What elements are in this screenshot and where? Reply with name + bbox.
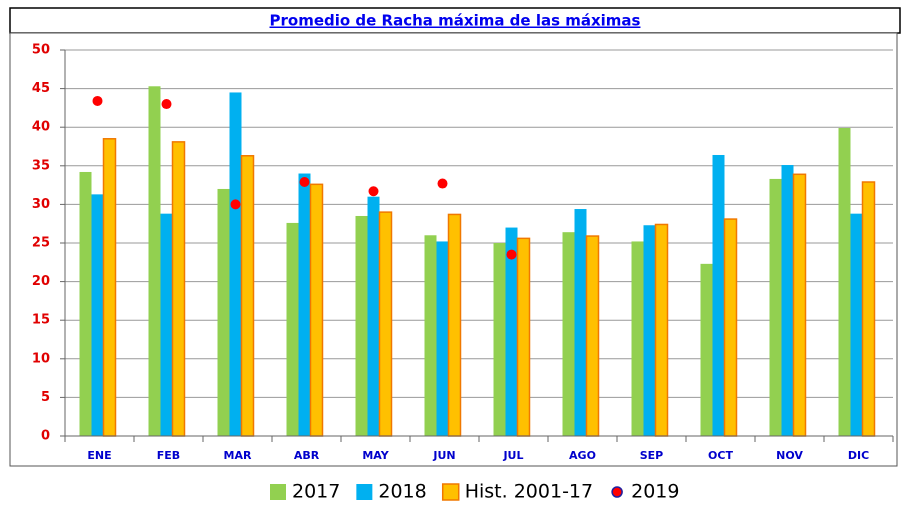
bar [367,196,380,436]
x-tick-label: ABR [294,449,320,462]
x-tick-label: FEB [157,449,180,462]
bar [79,171,92,436]
legend-label: 2018 [378,481,426,503]
legend-label: 2019 [631,481,679,503]
x-tick-label: OCT [708,449,733,462]
bar [171,141,186,437]
legend-swatch [356,484,373,500]
bar [838,127,851,437]
bar [298,173,311,436]
bar [229,92,242,437]
y-tick-label: 45 [32,81,50,96]
bar [792,173,807,437]
bar [102,138,117,437]
y-tick-label: 10 [32,351,50,366]
bar [861,181,876,437]
legend-swatch [611,486,623,498]
dot [230,199,241,210]
bar [148,86,161,436]
y-tick-label: 25 [32,236,50,251]
bar [160,213,173,436]
bar [712,154,725,436]
x-tick-label: JUL [502,449,523,462]
legend-swatch [441,483,460,501]
bar [505,227,518,436]
dot [368,186,379,197]
bar [309,183,324,437]
dot [437,178,448,189]
bar [493,243,506,436]
bar [424,235,437,436]
dot [161,99,172,110]
y-tick-label: 20 [32,274,50,289]
y-tick-label: 15 [32,313,50,328]
bar [562,232,575,436]
bar [781,165,794,436]
x-tick-label: MAR [224,449,252,462]
bar [91,194,104,436]
y-tick-label: 0 [41,429,50,444]
y-tick-label: 35 [32,158,50,173]
title-box [9,7,901,34]
bar [436,241,449,436]
bar [355,215,368,436]
bar [516,237,531,437]
dot [506,249,517,260]
bar [654,223,669,437]
x-tick-label: DIC [848,449,869,462]
bar [217,188,230,436]
chart-title: Promedio de Racha máxima de las máximas [270,12,641,30]
x-tick-label: MAY [362,449,389,462]
y-tick-label: 5 [41,390,50,405]
bar [850,213,863,436]
bar [631,241,644,436]
dot [92,95,103,106]
x-tick-label: AGO [569,449,596,462]
y-tick-label: 30 [32,197,50,212]
bar [723,218,738,437]
legend-swatch [270,484,286,500]
bar [286,222,299,436]
y-tick-label: 40 [32,120,50,135]
y-tick-label: 50 [32,43,50,58]
bar [378,211,393,437]
bar [447,213,462,437]
x-tick-label: JUN [432,449,455,462]
bar [574,209,587,436]
legend-label: 2017 [292,481,340,503]
legend-label: Hist. 2001-17 [465,481,593,503]
bar [240,155,255,437]
x-tick-label: NOV [776,449,803,462]
dot [299,177,310,188]
x-tick-label: SEP [640,449,664,462]
bar [700,263,713,436]
bar [769,178,782,436]
bar [643,225,656,436]
x-tick-label: ENE [87,449,111,462]
bar [585,235,600,437]
